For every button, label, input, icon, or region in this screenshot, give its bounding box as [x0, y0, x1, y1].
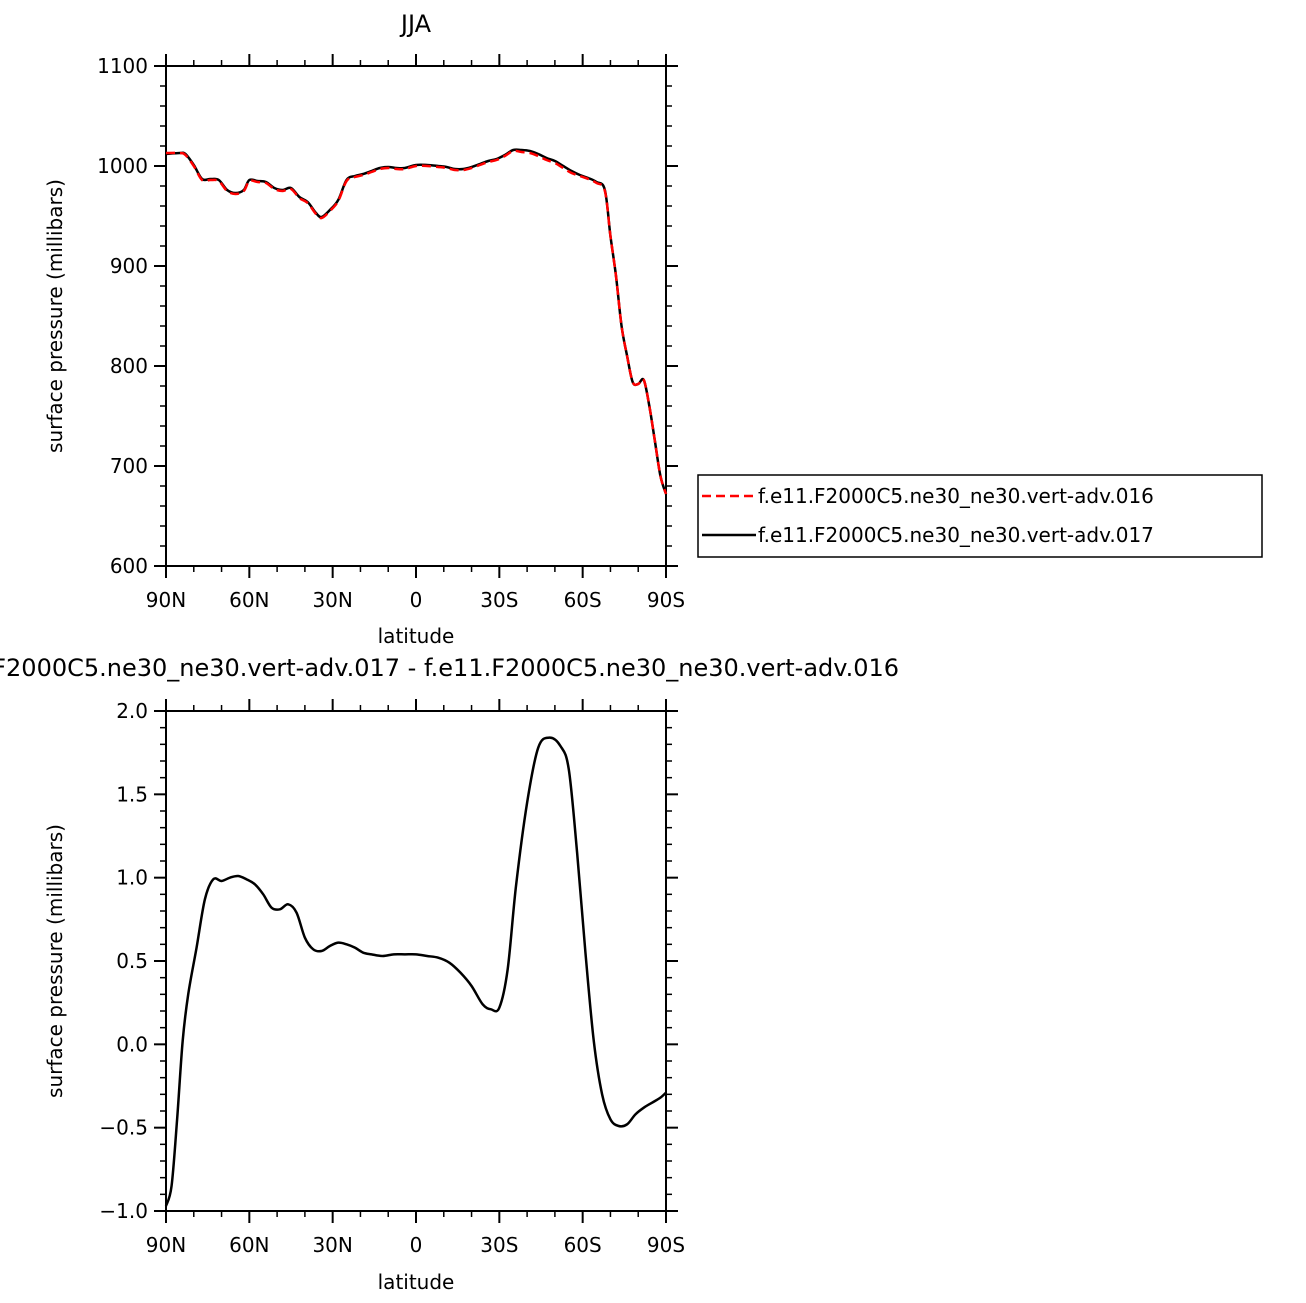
top-chart-x-tick-label: 60S	[564, 588, 602, 612]
bottom-chart-x-tick-label: 90S	[647, 1233, 685, 1257]
bottom-chart-title: f.e11.F2000C5.ne30_ne30.vert-adv.017 - f…	[0, 654, 899, 682]
bottom-chart-y-tick-label: 1.0	[116, 866, 148, 890]
bottom-chart-series-line-1	[164, 736, 667, 1207]
top-chart-plot-area: 600 700 800 900 1000 1100 90N 60N 30N 0 30S 60S 90S	[97, 54, 685, 612]
bottom-chart-x-axis-label: latitude	[378, 1270, 455, 1294]
top-chart-series-line-1	[165, 149, 668, 495]
top-chart-x-tick-label: 0	[410, 588, 423, 612]
top-chart-y-tick-label: 900	[110, 254, 148, 278]
bottom-chart-y-tick-label: 0.5	[116, 949, 148, 973]
bottom-chart-x-tick-label: 0	[410, 1233, 423, 1257]
top-chart-x-tick-label: 30N	[312, 588, 352, 612]
top-chart-x-tick-label: 90N	[146, 588, 186, 612]
legend-label-series-1: f.e11.F2000C5.ne30_ne30.vert-adv.016	[758, 484, 1154, 508]
bottom-chart-x-tick-label: 60S	[564, 1233, 602, 1257]
bottom-chart-y-tick-label: −1.0	[99, 1199, 148, 1223]
top-chart-series-line-2	[165, 148, 668, 495]
bottom-chart-x-tick-label: 30S	[480, 1233, 518, 1257]
top-chart-frame	[165, 65, 667, 567]
top-chart-y-tick-label: 700	[110, 454, 148, 478]
top-chart-y-tick-label: 600	[110, 554, 148, 578]
bottom-chart-x-tick-label: 60N	[229, 1233, 269, 1257]
top-chart-x-tick-label: 60N	[229, 588, 269, 612]
top-chart-title: JJA	[399, 10, 432, 38]
top-chart-legend: f.e11.F2000C5.ne30_ne30.vert-adv.016 f.e…	[697, 474, 1263, 558]
bottom-chart-frame	[165, 710, 667, 1212]
legend-box	[697, 474, 1263, 558]
bottom-chart-y-tick-label: 0.0	[116, 1032, 148, 1056]
top-chart-y-axis-label: surface pressure (millibars)	[43, 179, 67, 453]
bottom-chart-plot-area: −1.0 −0.5 0.0 0.5 1.0 1.5 2.0 90N 60N 30N 0 30S 60S 9…	[99, 699, 685, 1257]
bottom-chart-y-tick-label: −0.5	[99, 1116, 148, 1140]
top-chart-y-tick-label: 1000	[97, 154, 148, 178]
bottom-chart: f.e11.F2000C5.ne30_ne30.vert-adv.017 - f…	[0, 654, 899, 1294]
top-chart: JJA 600 700 800 900 1000 1100 90N 60N 30N 0 30S 60S…	[43, 10, 1263, 648]
bottom-chart-x-tick-label: 90N	[146, 1233, 186, 1257]
top-chart-x-tick-label: 90S	[647, 588, 685, 612]
top-chart-y-tick-label: 800	[110, 354, 148, 378]
legend-label-series-2: f.e11.F2000C5.ne30_ne30.vert-adv.017	[758, 523, 1154, 547]
bottom-chart-y-tick-label: 2.0	[116, 699, 148, 723]
bottom-chart-y-tick-label: 1.5	[116, 782, 148, 806]
bottom-chart-x-tick-label: 30N	[312, 1233, 352, 1257]
top-chart-x-axis-label: latitude	[378, 624, 455, 648]
bottom-chart-y-axis-label: surface pressure (millibars)	[43, 824, 67, 1098]
top-chart-y-tick-label: 1100	[97, 54, 148, 78]
top-chart-x-tick-label: 30S	[480, 588, 518, 612]
